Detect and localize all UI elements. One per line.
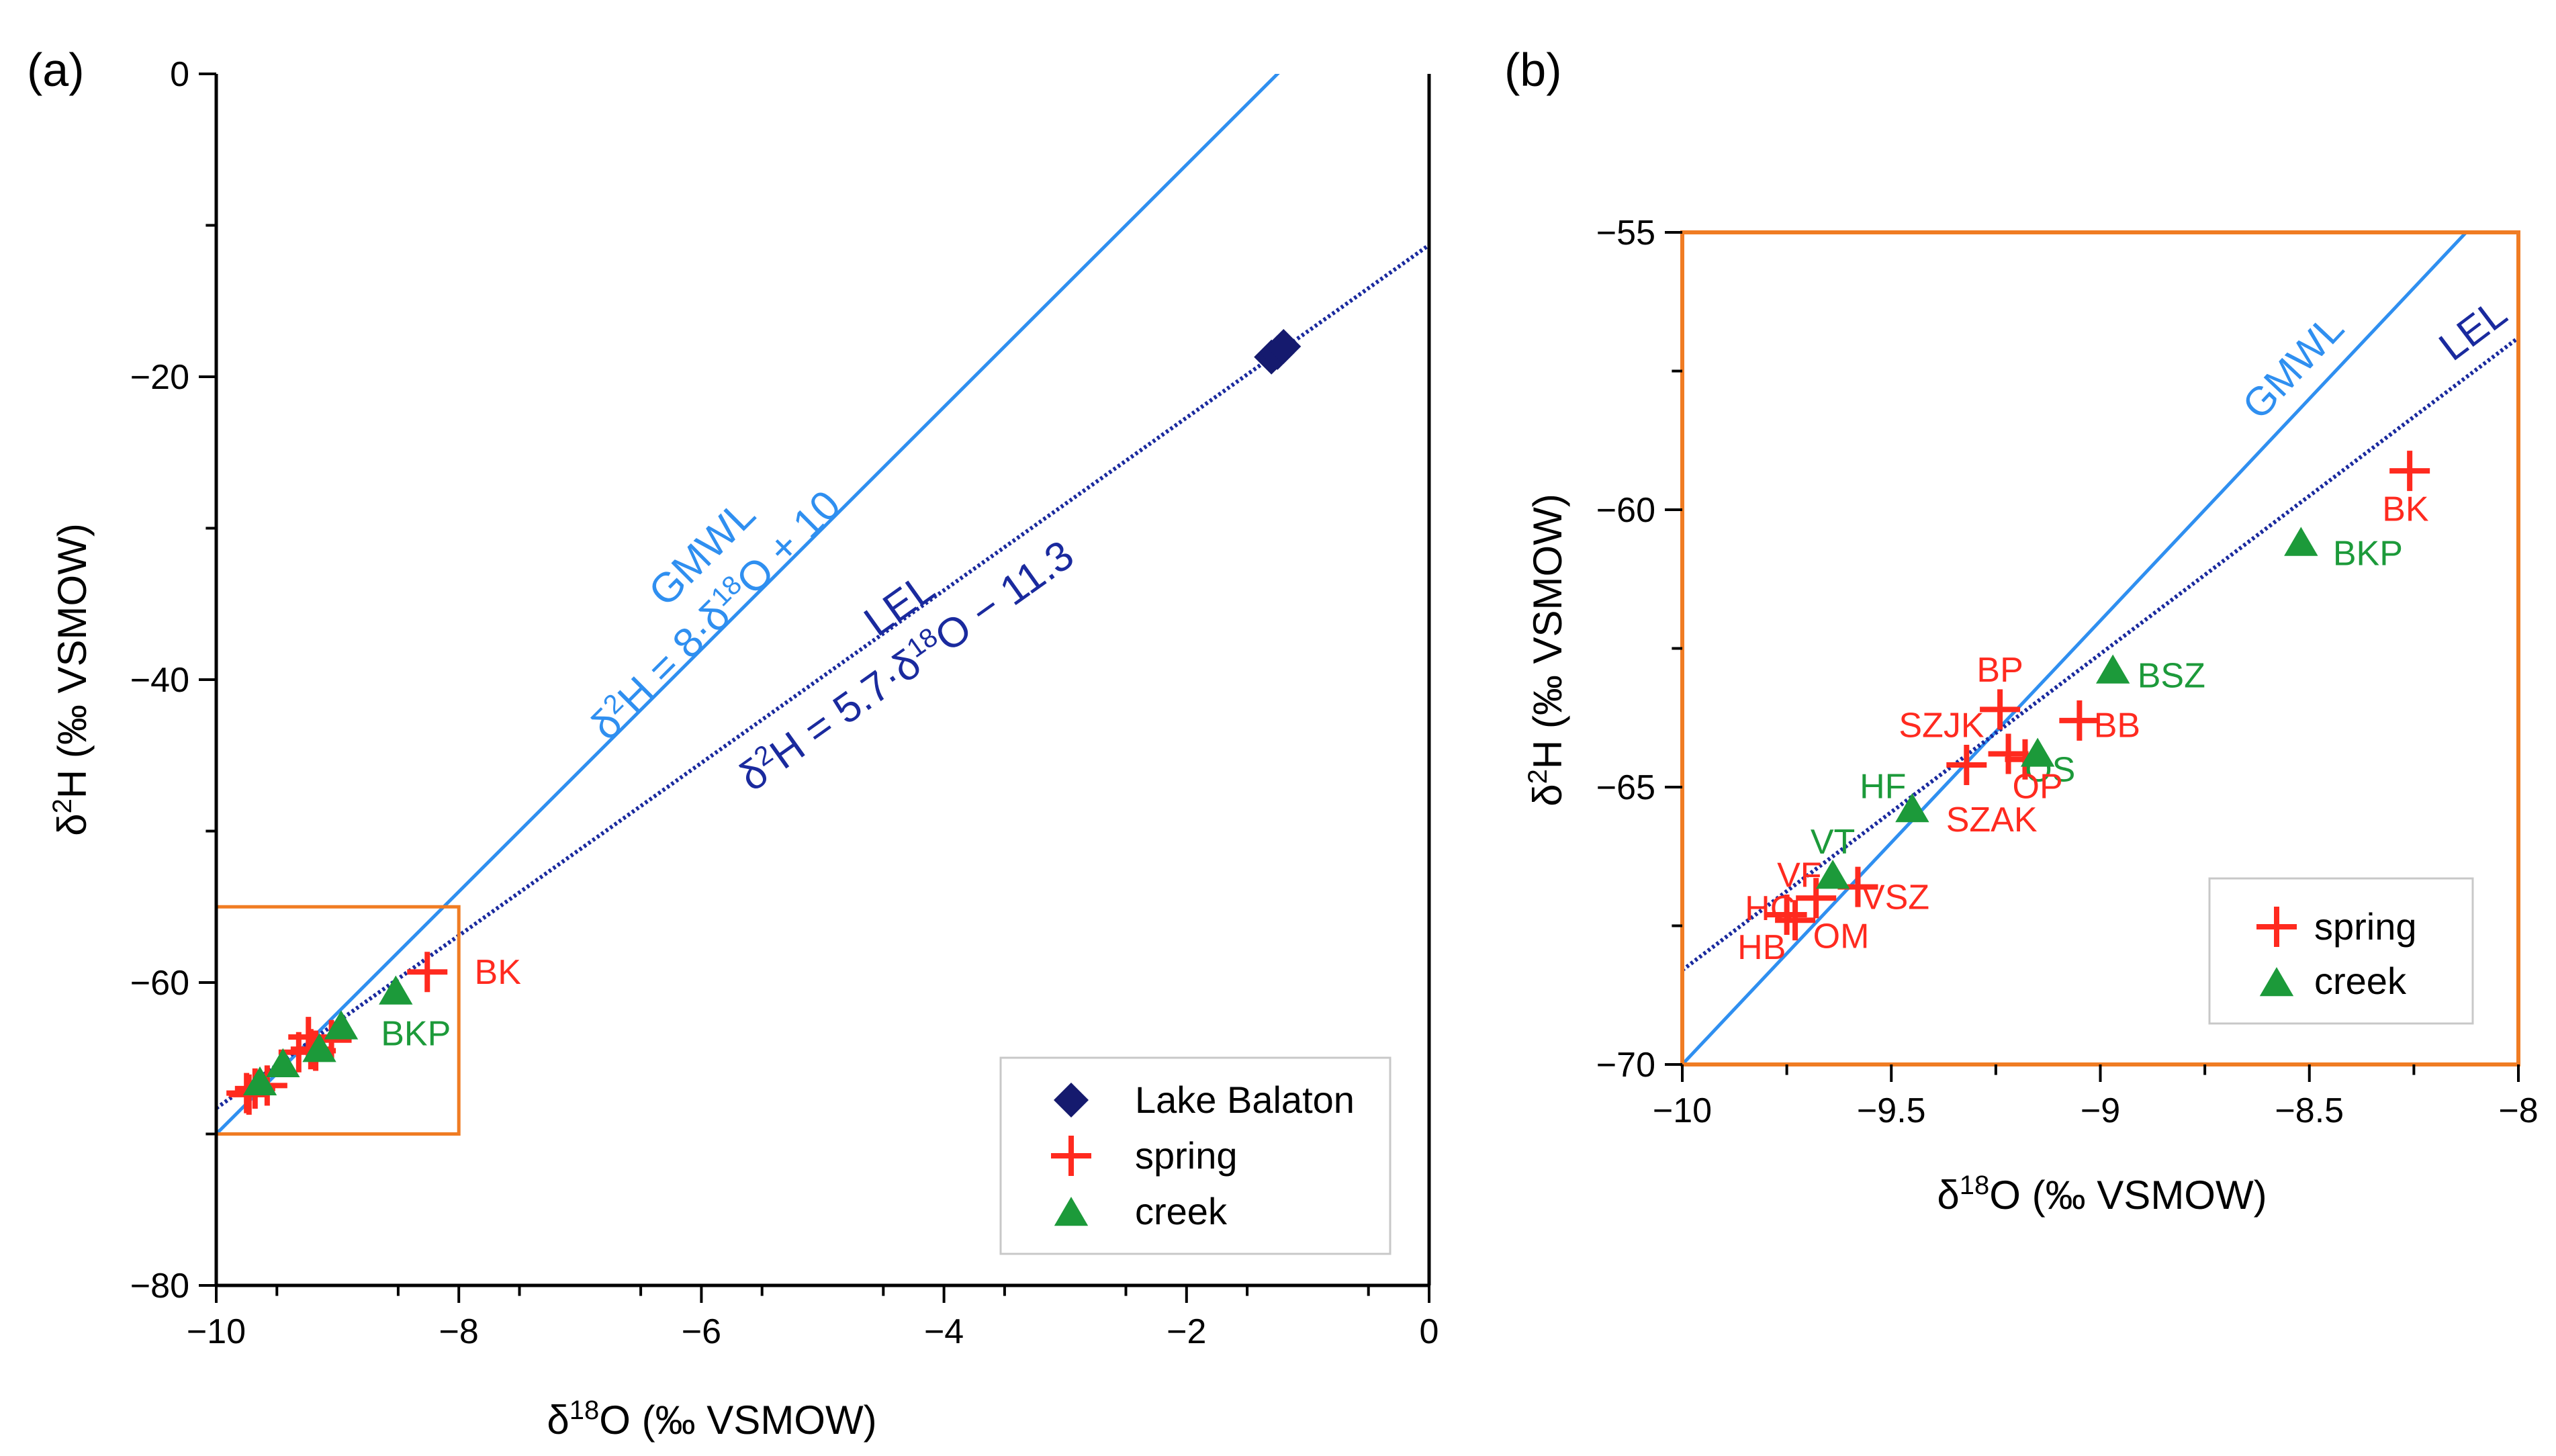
y-tick-label: 0 [170,55,189,94]
gmwl-line [1682,232,2469,1064]
legend-triangle-b [2259,967,2294,997]
point-label-bkp: BKP [2333,535,2403,574]
spring-point [1775,900,1816,941]
legend-marker-creek [1054,1197,1089,1226]
creek-point [2095,654,2130,684]
panel-b-y-axis-title: δ2H (‰ VSMOW) [1523,494,1570,807]
spring-point [2389,451,2430,492]
lake-balaton-point [1266,328,1302,364]
creek-point [2020,737,2055,767]
spring-point [1980,689,2021,730]
creek-point [2284,527,2318,556]
spring-point [1796,878,1837,919]
y-tick-label: −70 [1596,1046,1655,1085]
creek-point [379,975,413,1005]
x-tick-label: −6 [682,1312,721,1351]
x-tick-label: −10 [1653,1091,1712,1130]
spring-point [1988,733,2029,774]
point-label-hb: HB [1737,928,1786,967]
x-tick-label: 0 [1420,1312,1439,1351]
legend-marker-lake-balaton [1054,1083,1089,1118]
point-label-bk: BK [475,953,522,992]
lel-line [216,243,1429,1110]
point-label-vf: VF [1777,856,1821,895]
panel-b-label: (b) [1504,44,1562,96]
point-label-bb: BB [2094,707,2140,745]
x-tick-label: −10 [187,1312,246,1351]
spring-point [2059,700,2100,741]
legend-label-spring-b: spring [2314,905,2417,948]
panel-a-legend: Lake Balaton spring creek [999,1056,1391,1255]
panel-b-axes: −10 −9.5 −9 −8.5 −8 −70 −65 −60 −55 [1596,214,2539,1130]
y-tick-label: −80 [130,1267,189,1306]
point-label-szak: SZAK [1946,801,2038,839]
point-label-hc: HC [1745,889,1795,928]
spring-point [407,952,448,993]
creek-point [324,1010,359,1040]
y-tick-label: −60 [1596,491,1655,530]
gmwl-line [216,74,1280,1136]
spring-point [1946,744,1987,785]
legend-label-spring: spring [1135,1134,1238,1177]
legend-triangle [1054,1197,1089,1226]
legend-diamond [1054,1083,1089,1118]
panel-b-points [1766,451,2430,941]
creek-point [302,1033,336,1062]
point-label-hf: HF [1860,768,1906,807]
x-tick-label: −8.5 [2275,1091,2344,1130]
point-label-bk: BK [2382,490,2429,529]
x-tick-label: −8 [439,1312,479,1351]
point-label-bkp: BKP [381,1015,451,1054]
creek-point [1895,793,1929,823]
x-tick-label: −2 [1167,1312,1206,1351]
legend-plus-b [2256,907,2297,947]
x-tick-label: −9.5 [1857,1091,1926,1130]
legend-label-creek: creek [1135,1190,1228,1232]
panel-b-lines [1682,232,2518,1064]
point-label-op: OP [2013,768,2063,807]
spring-point [1766,894,1807,935]
legend-marker-spring-b [2256,907,2297,947]
y-tick-label: −20 [130,358,189,397]
panel-a-y-axis-title: δ2H (‰ VSMOW) [48,523,95,836]
creek-point [1815,860,1850,889]
creek-point [266,1048,300,1077]
panel-a-axes: −10 −8 −6 −4 −2 0−80−60−40−200 [130,55,1439,1351]
panel-a-points [226,328,1302,1115]
point-label-om: OM [1813,917,1870,956]
legend-marker-creek-b [2259,967,2294,997]
legend-marker-spring [1051,1136,1091,1176]
point-label-bsz: BSZ [2138,656,2205,695]
point-label-vt: VT [1811,823,1855,862]
point-label-os: OS [2025,751,2075,790]
legend-label-lake-balaton: Lake Balaton [1135,1079,1355,1121]
point-label-bp: BP [1976,651,2023,690]
x-tick-label: −8 [2498,1091,2538,1130]
panel-a-lines [216,74,1429,1136]
y-tick-label: −55 [1596,214,1655,253]
x-tick-label: −9 [2081,1091,2120,1130]
y-tick-label: −65 [1596,768,1655,807]
panel-a-x-axis-title: δ18O (‰ VSMOW) [547,1396,876,1443]
panel-a-point-labels: BK BKP [381,953,521,1053]
legend-frame-b [2208,877,2474,1025]
y-tick-label: −60 [130,964,189,1003]
legend-label-creek-b: creek [2314,960,2407,1002]
legend-plus [1051,1136,1091,1176]
x-tick-label: −4 [924,1312,964,1351]
panel-b-legend: spring creek [2208,877,2474,1025]
point-label-szjk: SZJK [1899,707,1984,745]
panel-b-x-axis-title: δ18O (‰ VSMOW) [1937,1171,2267,1218]
y-tick-label: −40 [130,661,189,700]
creek-point [242,1066,277,1096]
panel-a-label: (a) [27,44,85,96]
point-label-vsz: VSZ [1862,878,1929,917]
